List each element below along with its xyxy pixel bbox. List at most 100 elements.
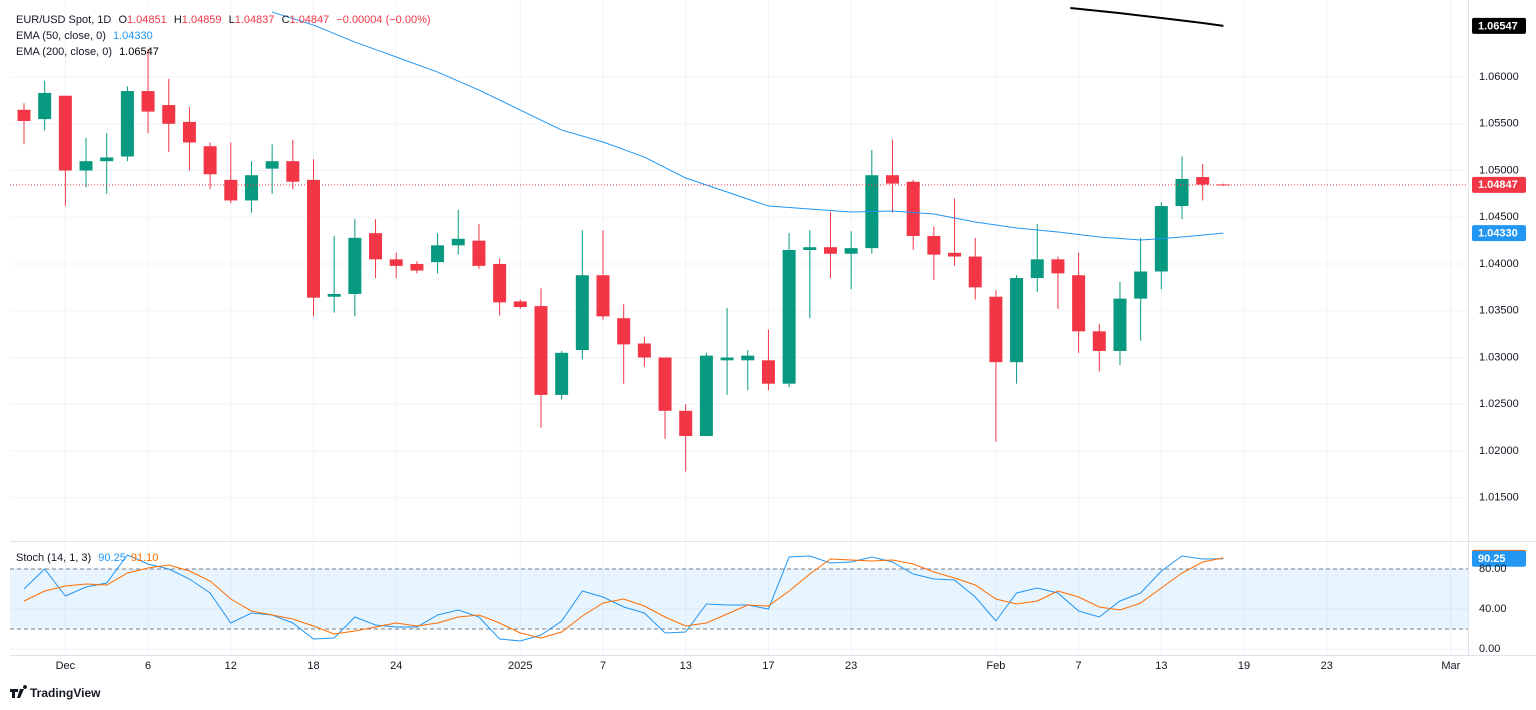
- y-tick-label: 1.05000: [1479, 164, 1519, 176]
- candle-body: [555, 352, 569, 395]
- candle-body: [699, 355, 713, 437]
- indicator-name: EMA (50, close, 0): [16, 30, 106, 42]
- candle-body: [244, 175, 258, 201]
- stoch-line: [23, 557, 1224, 639]
- candle-body: [369, 233, 383, 260]
- candle-body: [1092, 331, 1106, 351]
- candle-body: [307, 179, 321, 298]
- ohlc-label: H: [174, 14, 182, 26]
- candle-body: [534, 306, 548, 395]
- ohlc-label: L: [229, 14, 235, 26]
- candle-body: [203, 146, 217, 175]
- legend-row: EUR/USD Spot, 1D O1.04851 H1.04859 L1.04…: [16, 14, 431, 26]
- candle-body: [906, 181, 920, 236]
- x-tick-label: 17: [762, 660, 774, 672]
- price-label: 1.04330: [1478, 228, 1518, 240]
- candle-body: [886, 175, 900, 184]
- price-label-box: [1472, 550, 1526, 567]
- candle-body: [761, 360, 775, 384]
- legend-row: EMA (50, close, 0) 1.04330: [16, 30, 153, 42]
- x-tick-label: 12: [225, 660, 237, 672]
- candle-body: [989, 296, 1003, 363]
- candle-body: [1051, 259, 1065, 274]
- candle-body: [120, 91, 134, 157]
- candle-body: [803, 247, 817, 250]
- legend-row: Stoch (14, 1, 3) 90.25 91.10: [16, 552, 158, 564]
- candle-body: [741, 355, 755, 361]
- x-tick-label: 23: [845, 660, 857, 672]
- candle-body: [637, 343, 651, 358]
- ema-line: [272, 11, 1224, 241]
- candle-body: [1216, 184, 1230, 186]
- price-label-box: [1472, 176, 1526, 193]
- price-pane: [10, 7, 1468, 472]
- y-tick-label: 1.04500: [1479, 211, 1519, 223]
- y-tick-label: 1.04000: [1479, 258, 1519, 270]
- candle-body: [575, 275, 589, 351]
- price-label: 1.06547: [1478, 20, 1518, 32]
- brand-logo: [10, 684, 28, 698]
- candle-body: [286, 161, 300, 182]
- y-tick-label: 1.02000: [1479, 445, 1519, 457]
- y-tick-label: 1.03000: [1479, 351, 1519, 363]
- candle-body: [224, 179, 238, 201]
- price-label-box: [1472, 17, 1526, 34]
- ohlc-value: 1.04847: [290, 14, 330, 26]
- candle-body: [38, 92, 52, 120]
- ohlc-label: C: [282, 14, 290, 26]
- candle-body: [493, 264, 507, 303]
- indicator-value: 90.25: [98, 552, 126, 564]
- x-tick-label: 19: [1238, 660, 1250, 672]
- candle-body: [1072, 275, 1086, 332]
- candle-body: [1134, 271, 1148, 299]
- candle-body: [389, 259, 403, 266]
- candle-body: [720, 357, 734, 361]
- candle-body: [823, 247, 837, 254]
- candle-body: [596, 275, 610, 317]
- x-tick-label: 13: [1155, 660, 1167, 672]
- ohlc-value: 1.04837: [235, 14, 275, 26]
- candle-body: [327, 293, 341, 297]
- candle-body: [679, 410, 693, 437]
- legend-row: EMA (200, close, 0) 1.06547: [16, 46, 159, 58]
- x-tick-label: 18: [307, 660, 319, 672]
- x-tick-label: 7: [1076, 660, 1082, 672]
- ohlc-value: 1.04859: [182, 14, 222, 26]
- indicator-name: Stoch (14, 1, 3): [16, 552, 91, 564]
- candle-body: [162, 105, 176, 124]
- x-tick-label: 24: [390, 660, 402, 672]
- x-tick-label: 6: [145, 660, 151, 672]
- stoch-pane: 91.10 90.25: [10, 549, 1526, 642]
- ohlc-label: O: [118, 14, 127, 26]
- candle-body: [100, 157, 114, 162]
- candle-body: [451, 238, 465, 246]
- indicator-value: 1.04330: [113, 30, 153, 42]
- y-tick-label: 80.00: [1479, 563, 1507, 575]
- change: −0.00004 (−0.00%): [336, 14, 430, 26]
- x-tick-label: Feb: [986, 660, 1005, 672]
- y-tick-label: 0.00: [1479, 643, 1500, 655]
- indicator-value: 1.06547: [119, 46, 159, 58]
- candle-body: [1010, 278, 1024, 363]
- axes: Dec 6 12 18 24 2025 7 13 17 23 Feb 7 13 19 23 Mar 1.0150…: [56, 17, 1526, 672]
- price-label-box: [1472, 225, 1526, 242]
- brand-name: TradingView: [30, 686, 101, 700]
- y-tick-label: 1.05500: [1479, 118, 1519, 130]
- x-tick-label: 13: [680, 660, 692, 672]
- candle-body: [844, 248, 858, 254]
- candle-body: [968, 256, 982, 288]
- x-tick-label: 7: [600, 660, 606, 672]
- candle-body: [431, 245, 445, 263]
- stoch-line: [23, 554, 1224, 642]
- candle-body: [79, 161, 93, 171]
- candle-body: [472, 240, 486, 266]
- y-tick-label: 1.01500: [1479, 492, 1519, 504]
- candle-body: [17, 109, 31, 121]
- candle-body: [58, 95, 72, 171]
- candle-body: [658, 357, 672, 411]
- indicator-value: 91.10: [131, 552, 159, 564]
- candle-body: [617, 318, 631, 345]
- candle-body: [410, 264, 424, 271]
- candle-body: [1030, 259, 1044, 279]
